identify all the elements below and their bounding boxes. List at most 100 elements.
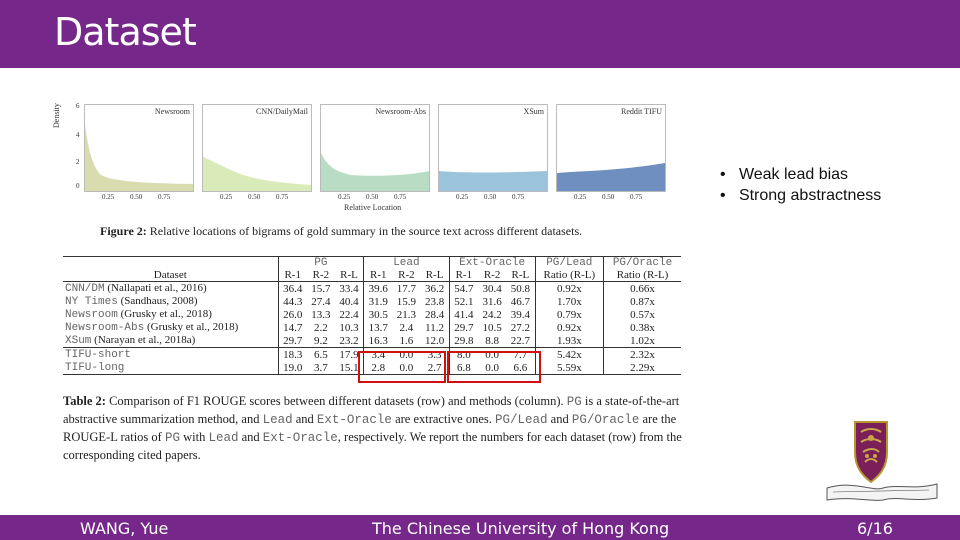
table-caption-segment: PG: [164, 431, 180, 445]
bullet-item: • Strong abstractness: [720, 187, 882, 204]
page-number: 6/16: [857, 519, 893, 538]
table-cell: 1.6: [399, 334, 414, 347]
table-caption-segment: , respectively. We report the numbers fo…: [63, 430, 682, 462]
column-header: Ratio (R-L): [603, 269, 681, 282]
column-header: Ratio (R-L): [534, 269, 604, 282]
table-cell: 23.8: [424, 295, 445, 308]
table-cell: 39.4: [510, 308, 530, 321]
table-cell: 11.2: [425, 321, 444, 334]
dataset-cell: NY Times (Sandhaus, 2008): [63, 295, 278, 308]
xtick: 0.75: [512, 193, 525, 201]
table-cell: 27.2: [510, 321, 530, 334]
panel-label: Newsroom: [154, 107, 190, 116]
xtick: 0.25: [574, 193, 587, 201]
table-caption-segment: PG/Lead: [495, 413, 548, 427]
table-cell: 0.0: [399, 348, 414, 361]
table-cell: 1.02x: [603, 334, 681, 348]
dataset-name: CNN/DM: [65, 283, 105, 295]
bullet-list: • Weak lead bias • Strong abstractness: [720, 164, 881, 206]
density-panel-newsroom-abs: Newsroom-Abs: [320, 104, 430, 192]
ytick: 6: [76, 102, 80, 110]
xtick: 0.75: [630, 193, 643, 201]
table-cell: 18.3: [277, 347, 307, 361]
column-header: R-2: [312, 269, 330, 281]
group-header: PG/Oracle: [603, 256, 681, 269]
table-cell: 29.7: [277, 334, 307, 348]
dataset-name: NY Times: [65, 296, 118, 308]
dataset-cell: XSum (Narayan et al., 2018a): [63, 334, 278, 348]
table-cell: 3.7: [313, 361, 328, 374]
table-caption-label: Table 2:: [63, 394, 106, 408]
slide-header: Dataset: [0, 0, 960, 68]
footer-author: WANG, Yue: [80, 519, 169, 538]
table-cell: 50.8: [510, 282, 530, 295]
table-cell: 0.92x: [534, 281, 604, 295]
table-caption-segment: are extractive ones.: [391, 412, 496, 426]
table-cell: 15.1: [339, 361, 359, 374]
column-header: R-L: [425, 269, 444, 281]
table-cell: 5.42x: [534, 347, 604, 361]
table-cell: 19.0: [277, 361, 307, 375]
xtick: 0.75: [394, 193, 407, 201]
density-plot: [85, 125, 193, 191]
table-cell: 17.9: [339, 348, 359, 361]
table-cell: 0.57x: [603, 308, 681, 321]
table-cell: 0.38x: [603, 321, 681, 334]
table-cell: 14.7: [277, 321, 307, 334]
table-cell: 2.29x: [603, 361, 681, 375]
slide-footer: WANG, Yue The Chinese University of Hong…: [0, 515, 960, 540]
dataset-cite: (Nallapati et al., 2016): [107, 282, 207, 294]
dataset-cite: (Grusky et al., 2018): [146, 321, 239, 333]
table-cell: 2.4: [399, 321, 414, 334]
dataset-cite: (Narayan et al., 2018a): [94, 334, 196, 346]
table-caption-segment: is a state-of-the-art abstractive summar…: [63, 394, 680, 426]
table-cell: 12.0: [424, 334, 445, 347]
ytick: 2: [76, 158, 80, 166]
xtick: 0.50: [602, 193, 615, 201]
figure-caption-text: Relative locations of bigrams of gold su…: [149, 224, 583, 238]
figure-xlabel: Relative Location: [344, 203, 402, 212]
density-panel-newsroom: Newsroom: [84, 104, 194, 192]
table-cell: 0.92x: [534, 321, 604, 334]
table-caption-segment: Ext-Oracle: [262, 431, 338, 445]
slide-title: Dataset: [54, 10, 197, 54]
table-cell: 28.4: [424, 308, 445, 321]
table-caption-segment: Lead: [262, 413, 293, 427]
table-row: Newsroom-Abs (Grusky et al., 2018) 14.7 2.…: [63, 321, 681, 334]
table-cell: 8.0: [448, 347, 478, 361]
table-cell: 7.7: [513, 348, 528, 361]
dataset-cell: Newsroom-Abs (Grusky et al., 2018): [63, 321, 278, 334]
xtick: 0.50: [366, 193, 379, 201]
table-cell: 17.7: [396, 282, 417, 295]
rouge-table: PG Lead Ext-Oracle PG/Lead PG/Oracle Dat…: [63, 256, 681, 375]
bullet-text: Strong abstractness: [738, 187, 882, 204]
table-cell: 52.1: [448, 295, 478, 308]
table-cell: 36.2: [424, 282, 445, 295]
density-plot: [557, 163, 665, 191]
table-caption-segment: Ext-Oracle: [316, 413, 392, 427]
table-cell: 40.4: [339, 295, 359, 308]
table-caption-segment: PG/Oracle: [571, 413, 640, 427]
table-cell: 31.9: [363, 295, 393, 308]
table-row: TIFU-long 19.0 3.7 15.1 2.8 0.0 2.7 6.8 0.0 6.6 5…: [63, 361, 681, 375]
figure-ylabel: Density: [52, 103, 61, 128]
density-plot: [203, 157, 311, 191]
density-panel-cnn-dailymail: CNN/DailyMail: [202, 104, 312, 192]
bullet-item: • Weak lead bias: [720, 166, 849, 183]
column-header: R-L: [340, 269, 358, 281]
column-header: R-2: [483, 269, 501, 281]
ytick: 0: [76, 182, 80, 190]
xtick: 0.75: [276, 193, 289, 201]
table-cell: 8.8: [485, 334, 499, 347]
xtick: 0.25: [220, 193, 233, 201]
ytick: 4: [76, 131, 80, 139]
table-cell: 10.5: [482, 321, 502, 334]
table-cell: 22.7: [510, 334, 530, 347]
table-cell: 24.2: [482, 308, 502, 321]
table-caption-segment: with: [179, 430, 209, 444]
table-cell: 41.4: [448, 308, 478, 321]
panel-label: CNN/DailyMail: [256, 107, 308, 116]
table-cell: 15.7: [311, 282, 331, 295]
density-plot: [321, 153, 429, 191]
column-header: R-2: [398, 269, 415, 281]
